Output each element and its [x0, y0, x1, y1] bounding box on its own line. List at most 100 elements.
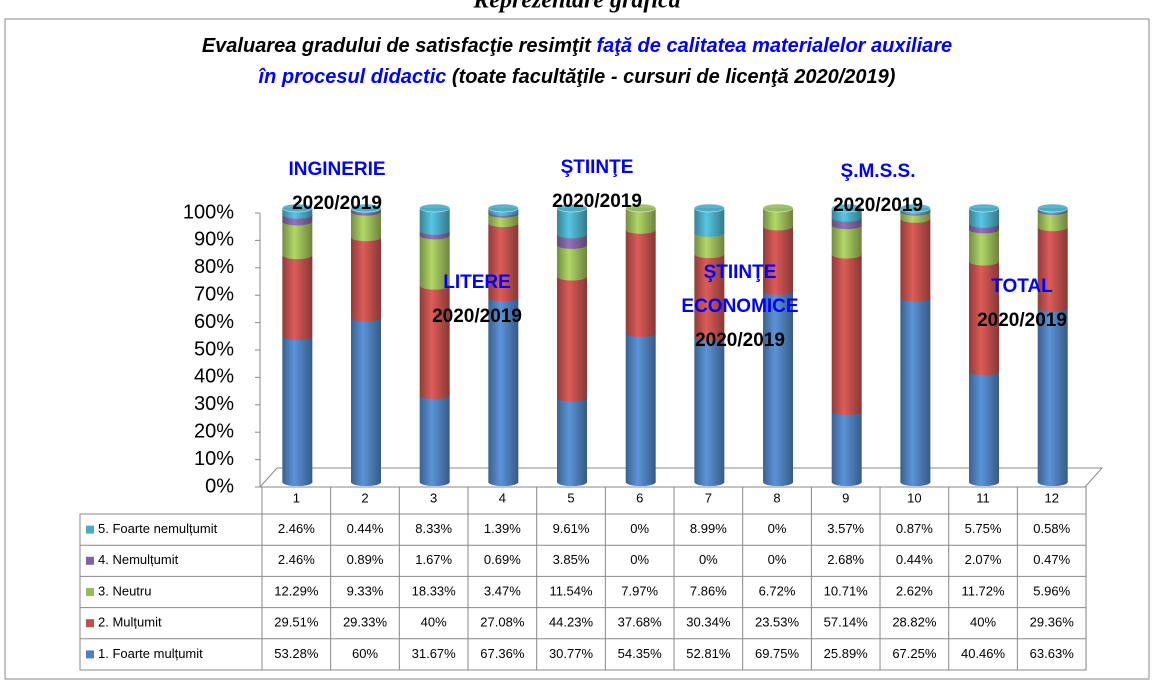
annotation: ŞTIINŢE — [704, 262, 777, 283]
bar-segment — [694, 208, 725, 237]
table-value: 7.97% — [621, 583, 658, 598]
bar-segment — [900, 297, 931, 486]
cylinder-top — [350, 203, 382, 213]
bar-segment — [625, 333, 656, 486]
bar-segment — [1037, 307, 1068, 486]
table-value: 57.14% — [824, 615, 869, 630]
table-value: 0% — [699, 552, 718, 567]
bar-segment — [488, 297, 519, 486]
x-tick-label: 10 — [907, 490, 921, 505]
table-value: 63.63% — [1030, 646, 1075, 661]
bar-segment — [625, 229, 656, 338]
cylinder-top — [900, 203, 931, 213]
legend-label: 4. Nemulțumit — [98, 552, 179, 567]
table-value: 8.99% — [690, 521, 727, 536]
bar-segment — [557, 276, 588, 402]
bar-segment — [900, 218, 931, 302]
table-value: 18.33% — [412, 583, 457, 598]
table-value: 30.34% — [686, 615, 731, 630]
table-value: 29.51% — [274, 615, 319, 630]
legend-key — [86, 525, 94, 534]
bar-segment — [831, 411, 862, 486]
table-value: 27.08% — [480, 615, 525, 630]
y-tick-label: 10% — [194, 448, 234, 470]
y-tick-label: 0% — [205, 475, 234, 497]
cylinder-top — [968, 203, 1000, 213]
table-value: 29.36% — [1030, 615, 1075, 630]
annotation: 2020/2019 — [695, 330, 785, 351]
table-value: 28.82% — [892, 615, 937, 630]
bar-segment — [282, 255, 313, 341]
y-tick-label: 70% — [194, 283, 234, 305]
y-tick-label: 60% — [194, 311, 234, 333]
table-value: 30.77% — [549, 646, 594, 661]
x-tick-label: 9 — [842, 490, 849, 505]
table-value: 1.67% — [415, 552, 452, 567]
bar-segment — [969, 208, 1000, 228]
bar-segment — [282, 221, 313, 260]
annotation: 2020/2019 — [292, 193, 382, 214]
legend-key — [86, 619, 94, 628]
bar-segment — [351, 237, 382, 322]
table-value: 0% — [768, 552, 787, 567]
annotation: INGINERIE — [288, 159, 385, 180]
table-value: 40.46% — [961, 646, 1006, 661]
table-value: 10.71% — [824, 583, 869, 598]
legend-label: 5. Foarte nemulțumit — [98, 521, 218, 536]
annotation: 2020/2019 — [977, 310, 1067, 331]
table-value: 11.72% — [961, 583, 1005, 598]
bar-segment — [1037, 227, 1068, 312]
table-value: 0.69% — [484, 552, 521, 567]
table-value: 11.54% — [549, 583, 593, 598]
x-tick-label: 6 — [636, 490, 643, 505]
bar-segment — [351, 211, 382, 242]
legend-key — [86, 556, 94, 565]
x-tick-label: 8 — [773, 490, 780, 505]
x-tick-label: 5 — [567, 490, 574, 505]
title-part: faţă de calitatea materialelor auxiliare — [596, 35, 952, 57]
table-value: 8.33% — [415, 521, 452, 536]
title-part: în procesul didactic — [259, 66, 447, 88]
table-value: 3.57% — [827, 521, 864, 536]
cylinder-top — [694, 203, 725, 213]
table-value: 60% — [352, 646, 378, 661]
x-tick-label: 7 — [705, 490, 712, 505]
x-tick-label: 11 — [976, 490, 990, 505]
table-value: 37.68% — [618, 615, 663, 630]
x-tick-label: 1 — [293, 490, 300, 505]
bar-segment — [419, 395, 450, 486]
table-value: 40% — [421, 615, 447, 630]
table-value: 0% — [630, 521, 649, 536]
legend-label: 1. Foarte mulțumit — [98, 646, 203, 661]
bar-segment — [625, 208, 656, 234]
bar-segment — [488, 223, 519, 302]
x-tick-label: 4 — [499, 490, 506, 505]
cylinder-top — [625, 203, 656, 213]
cylinder-top — [282, 203, 313, 213]
table-value: 6.72% — [759, 583, 796, 598]
y-tick-label: 40% — [194, 366, 234, 388]
table-value: 23.53% — [755, 615, 800, 630]
table-value: 0% — [630, 552, 649, 567]
annotation: ECONOMICE — [681, 296, 798, 317]
cylinder-top — [556, 203, 588, 213]
table-value: 9.33% — [347, 583, 384, 598]
y-tick-label: 80% — [194, 256, 234, 278]
annotation: 2020/2019 — [432, 306, 522, 327]
table-value: 12.29% — [274, 583, 319, 598]
bar-segment — [694, 254, 725, 342]
annotation: 2020/2019 — [552, 191, 642, 212]
table-value: 0.44% — [896, 552, 933, 567]
table-value: 2.62% — [896, 583, 933, 598]
table-value: 5.75% — [965, 521, 1002, 536]
legend-key — [86, 650, 94, 659]
table-value: 53.28% — [274, 646, 319, 661]
title-part: (toate facultăţile - cursuri de licenţă … — [446, 66, 895, 88]
chart-border — [4, 18, 1150, 680]
table-value: 0.58% — [1033, 521, 1070, 536]
table-value: 31.67% — [412, 646, 457, 661]
chart-title: în procesul didactic (toate facultăţile … — [259, 66, 896, 88]
bar-segment — [694, 232, 725, 259]
bar-segment — [557, 397, 588, 486]
